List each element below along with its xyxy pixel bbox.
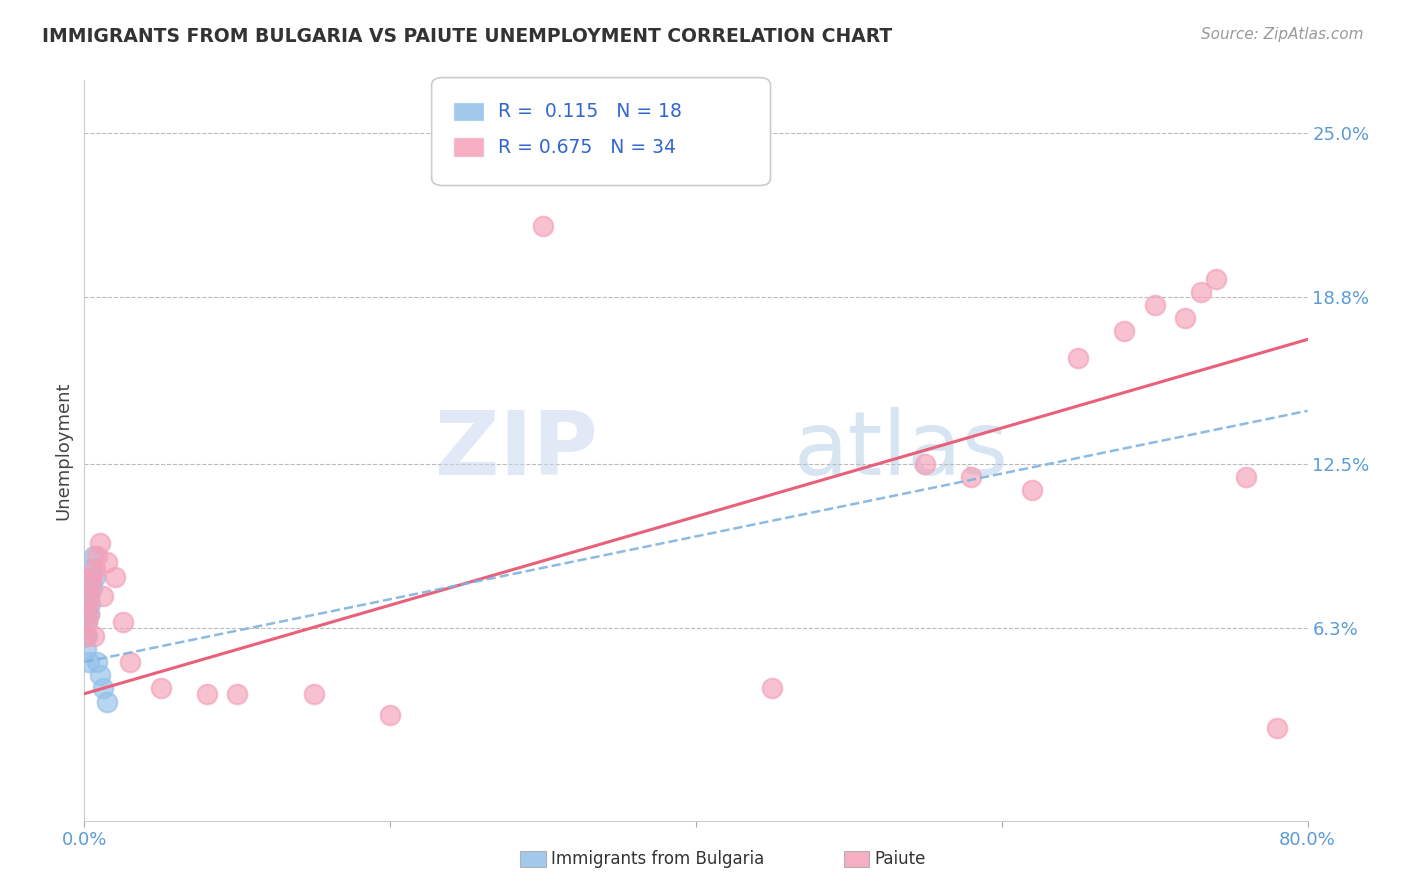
Point [77,589,100,603]
Point [77,655,100,669]
Point [79,597,101,611]
Point [89,536,111,550]
Point [84,562,107,576]
Point [531,219,554,233]
Point [1067,351,1090,365]
Point [761,681,783,696]
Text: Immigrants from Bulgaria: Immigrants from Bulgaria [551,850,765,868]
Point [1189,285,1212,299]
Text: Paiute: Paiute [875,850,927,868]
Text: IMMIGRANTS FROM BULGARIA VS PAIUTE UNEMPLOYMENT CORRELATION CHART: IMMIGRANTS FROM BULGARIA VS PAIUTE UNEMP… [42,27,893,45]
Point [1265,721,1288,735]
Point [76,615,98,630]
Point [86,549,108,564]
Point [380,707,402,722]
Point [77,607,100,622]
Point [75,629,97,643]
Point [91,589,114,603]
Point [91,681,114,696]
Point [89,668,111,682]
Text: R = 0.675   N = 34: R = 0.675 N = 34 [498,137,676,157]
Point [75,641,97,656]
Point [1205,271,1227,285]
Point [226,687,249,701]
Y-axis label: Unemployment: Unemployment [55,381,73,520]
Point [104,570,127,584]
Point [1174,311,1197,326]
Text: atlas: atlas [794,407,1010,494]
Point [76,602,98,616]
Point [76,629,98,643]
Point [79,575,101,590]
Point [960,470,983,484]
Point [83,549,105,564]
Text: ZIP: ZIP [436,407,598,494]
Point [80,570,103,584]
Point [1114,325,1136,339]
Point [195,687,218,701]
Text: R =  0.115   N = 18: R = 0.115 N = 18 [498,102,682,121]
Point [120,655,142,669]
Point [76,597,98,611]
Point [83,629,105,643]
Point [77,589,100,603]
Point [79,575,101,590]
Point [302,687,325,701]
Point [80,581,103,595]
Point [84,570,107,584]
Point [1021,483,1043,497]
Point [1236,470,1258,484]
Point [76,615,98,630]
Point [149,681,172,696]
Point [77,607,100,622]
Point [914,457,936,471]
Point [111,615,134,630]
Point [1143,298,1166,312]
Point [75,629,97,643]
Text: Source: ZipAtlas.com: Source: ZipAtlas.com [1201,27,1364,42]
Point [86,655,108,669]
Point [96,555,118,569]
Point [80,562,103,576]
Point [96,695,118,709]
